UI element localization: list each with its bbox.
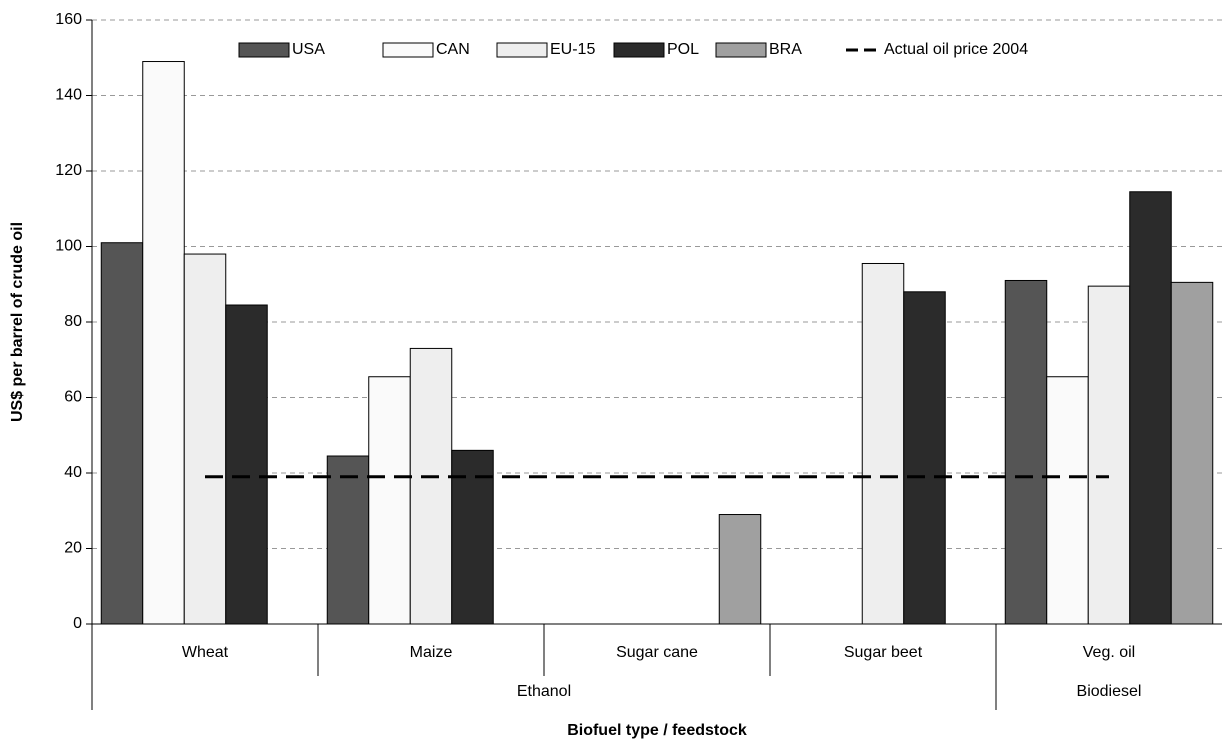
x-tick-label: Veg. oil bbox=[1083, 644, 1135, 661]
x-tick-label: Sugar cane bbox=[616, 644, 698, 661]
y-tick-label: 140 bbox=[55, 87, 82, 104]
y-tick-label: 80 bbox=[64, 313, 82, 330]
bar bbox=[718, 514, 762, 625]
bar bbox=[451, 449, 494, 625]
y-tick-label: 120 bbox=[55, 162, 82, 179]
bar bbox=[903, 291, 946, 625]
x-tick-label: Wheat bbox=[182, 644, 229, 661]
legend-label: CAN bbox=[436, 41, 470, 58]
bar bbox=[326, 455, 370, 625]
y-tick-label: 160 bbox=[55, 11, 82, 28]
y-tick-label: 60 bbox=[64, 389, 82, 406]
legend-swatch bbox=[715, 42, 767, 58]
bar bbox=[1046, 376, 1089, 625]
bar bbox=[861, 262, 905, 625]
y-tick-label: 0 bbox=[73, 615, 82, 632]
legend-label: EU-15 bbox=[550, 41, 595, 58]
legend-swatch bbox=[613, 42, 665, 58]
bar bbox=[368, 376, 411, 625]
y-tick-label: 20 bbox=[64, 540, 82, 557]
bar bbox=[100, 242, 144, 625]
legend-swatch bbox=[496, 42, 548, 58]
bar bbox=[142, 61, 185, 625]
x-axis-title: Biofuel type / feedstock bbox=[567, 722, 747, 739]
x-tick-label: Sugar beet bbox=[844, 644, 923, 661]
legend-label: Actual oil price 2004 bbox=[884, 41, 1028, 58]
legend-label: BRA bbox=[769, 41, 802, 58]
legend-swatch bbox=[382, 42, 434, 58]
legend-label: POL bbox=[667, 41, 699, 58]
bar bbox=[1129, 191, 1172, 625]
legend-swatch bbox=[238, 42, 290, 58]
group-label: Ethanol bbox=[517, 683, 571, 700]
legend-label: USA bbox=[292, 41, 325, 58]
y-axis-title: US$ per barrel of crude oil bbox=[9, 222, 26, 422]
bar bbox=[225, 304, 268, 625]
bar bbox=[1170, 281, 1214, 625]
y-tick-label: 40 bbox=[64, 464, 82, 481]
bar bbox=[1004, 279, 1048, 625]
group-label: Biodiesel bbox=[1077, 683, 1142, 700]
y-tick-label: 100 bbox=[55, 238, 82, 255]
bar bbox=[409, 347, 453, 625]
bar bbox=[183, 253, 227, 625]
x-tick-label: Maize bbox=[410, 644, 453, 661]
bar bbox=[1087, 285, 1131, 625]
